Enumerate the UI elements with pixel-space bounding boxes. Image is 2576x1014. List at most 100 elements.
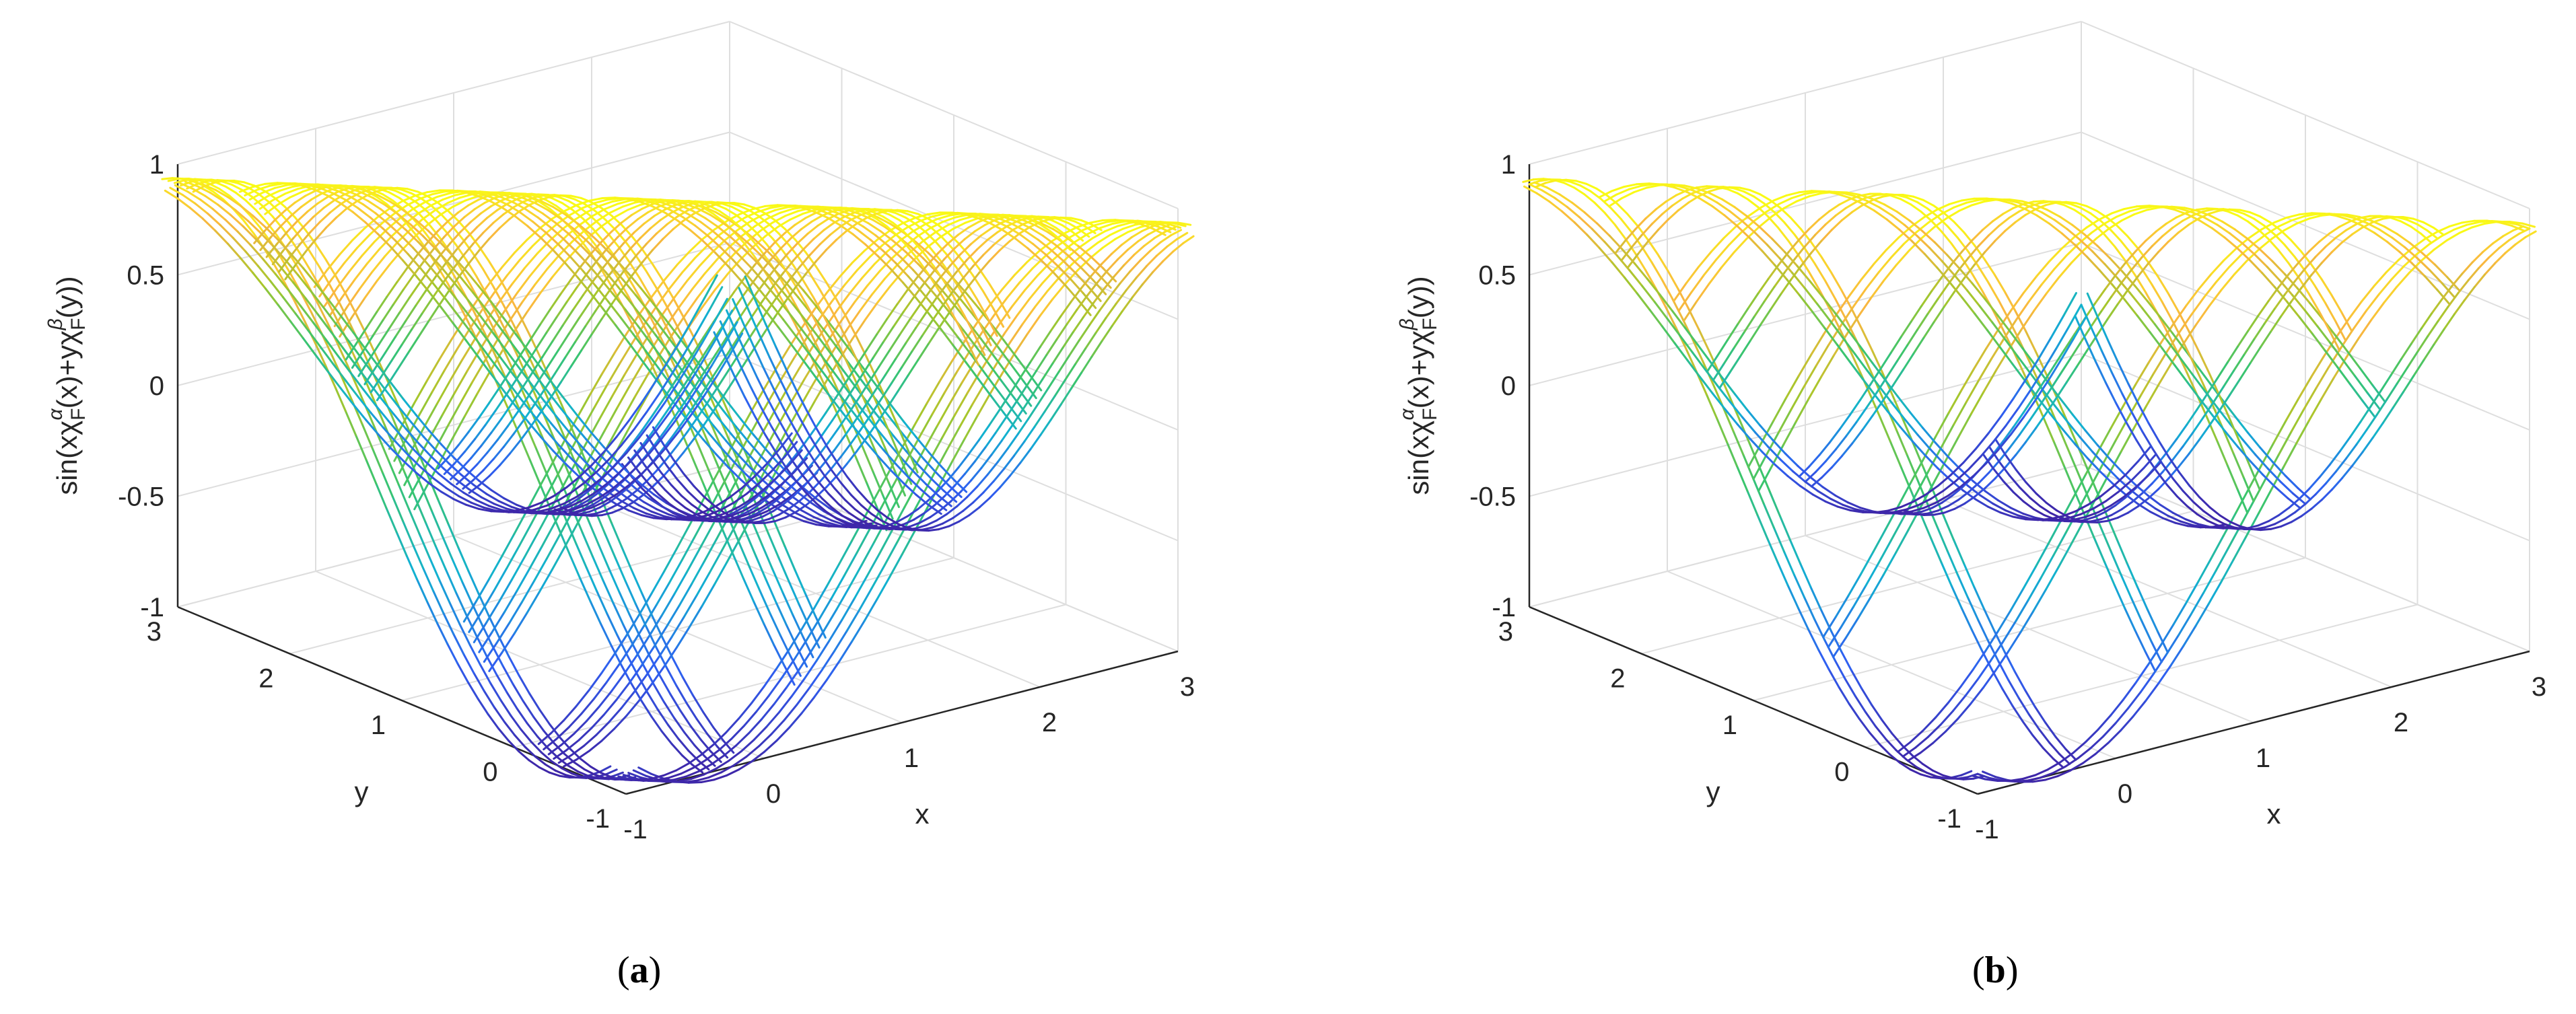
mesh-segment — [584, 310, 597, 328]
mesh-segment — [1962, 777, 1975, 781]
mesh-segment — [741, 225, 757, 237]
mesh-segment — [2171, 219, 2184, 229]
mesh-segment — [352, 331, 368, 351]
mesh-segment — [1059, 262, 1074, 278]
mesh-segment — [1814, 460, 1827, 474]
mesh-segment — [573, 211, 589, 221]
mesh-segment — [1900, 198, 1912, 206]
mesh-segment — [302, 257, 314, 277]
mesh-segment — [857, 418, 872, 436]
mesh-segment — [664, 391, 680, 410]
mesh-segment — [656, 411, 671, 431]
mesh-segment — [2120, 213, 2136, 222]
mesh-segment — [672, 511, 688, 519]
mesh-segment — [793, 457, 808, 473]
mesh-segment — [2177, 614, 2192, 637]
mesh-segment — [875, 217, 888, 227]
mesh-segment — [988, 249, 1001, 262]
mesh-segment — [622, 268, 635, 288]
mesh-segment — [600, 728, 615, 742]
mesh-segment — [551, 546, 566, 571]
mesh-segment — [256, 264, 272, 283]
mesh-segment — [643, 215, 656, 225]
mesh-segment — [2059, 357, 2072, 375]
mesh-segment — [619, 248, 631, 262]
mesh-segment — [436, 265, 449, 285]
mesh-segment — [762, 510, 775, 517]
mesh-segment — [672, 219, 685, 231]
mesh-segment — [428, 224, 441, 239]
mesh-segment — [833, 630, 848, 653]
mesh-segment — [459, 221, 472, 233]
mesh-segment — [906, 276, 919, 291]
mesh-segment — [451, 255, 464, 271]
mesh-segment — [1971, 272, 1984, 292]
mesh-segment — [671, 656, 684, 678]
mesh-segment — [878, 349, 891, 368]
mesh-segment — [1655, 201, 1667, 211]
mesh-segment — [700, 778, 715, 783]
mesh-segment — [773, 468, 788, 483]
mesh-segment — [577, 277, 592, 294]
mesh-segment — [748, 310, 761, 336]
mesh-segment — [483, 642, 498, 663]
mesh-segment — [610, 521, 623, 548]
mesh-segment — [316, 301, 328, 324]
mesh-segment — [1008, 323, 1024, 344]
mesh-segment — [312, 321, 327, 340]
mesh-segment — [598, 501, 611, 509]
mesh-segment — [742, 321, 755, 347]
mesh-segment — [462, 600, 478, 623]
mesh-segment — [468, 309, 483, 330]
mesh-segment — [739, 279, 755, 296]
mesh-segment — [749, 502, 762, 511]
mesh-segment — [2009, 778, 2024, 782]
mesh-segment — [726, 431, 740, 458]
mesh-segment — [1177, 221, 1192, 226]
mesh-segment — [2065, 242, 2081, 257]
mesh-segment — [728, 487, 743, 499]
mesh-segment — [839, 409, 855, 428]
mesh-segment — [2232, 451, 2245, 478]
mesh-segment — [2124, 299, 2138, 317]
mesh-segment — [710, 754, 725, 766]
mesh-segment — [2290, 408, 2305, 433]
mesh-segment — [802, 359, 817, 379]
mesh-segment — [759, 258, 772, 273]
mesh-segment — [291, 242, 304, 260]
mesh-segment — [1909, 768, 1922, 776]
mesh-segment — [1891, 732, 1904, 747]
mesh-segment — [491, 645, 504, 667]
mesh-segment — [706, 332, 721, 355]
mesh-segment — [589, 197, 604, 202]
mesh-segment — [2093, 536, 2105, 563]
mesh-segment — [538, 766, 551, 774]
mesh-segment — [1088, 310, 1101, 326]
mesh-segment — [2334, 334, 2349, 353]
mesh-segment — [1885, 505, 1900, 530]
mesh-segment — [743, 396, 756, 418]
mesh-segment — [1919, 773, 1932, 778]
mesh-segment — [761, 285, 774, 302]
mesh-segment — [695, 416, 709, 434]
mesh-segment — [2287, 262, 2300, 279]
mesh-segment — [942, 517, 954, 525]
mesh-segment — [458, 381, 473, 406]
mesh-segment — [658, 373, 673, 395]
mesh-segment — [1049, 403, 1062, 421]
mesh-segment — [1875, 193, 1888, 196]
mesh-segment — [514, 363, 527, 382]
mesh-segment — [729, 236, 744, 250]
mesh-segment — [886, 494, 901, 520]
mesh-segment — [924, 283, 940, 300]
mesh-segment — [2383, 286, 2398, 304]
mesh-segment — [512, 683, 524, 702]
mesh-segment — [2146, 608, 2159, 632]
mesh-segment — [254, 195, 269, 205]
mesh-segment — [1620, 217, 1632, 233]
mesh-segment — [1747, 293, 1760, 310]
mesh-segment — [765, 503, 781, 513]
mesh-segment — [1790, 193, 1805, 199]
mesh-segment — [678, 509, 691, 517]
grid-line — [1641, 510, 2194, 655]
